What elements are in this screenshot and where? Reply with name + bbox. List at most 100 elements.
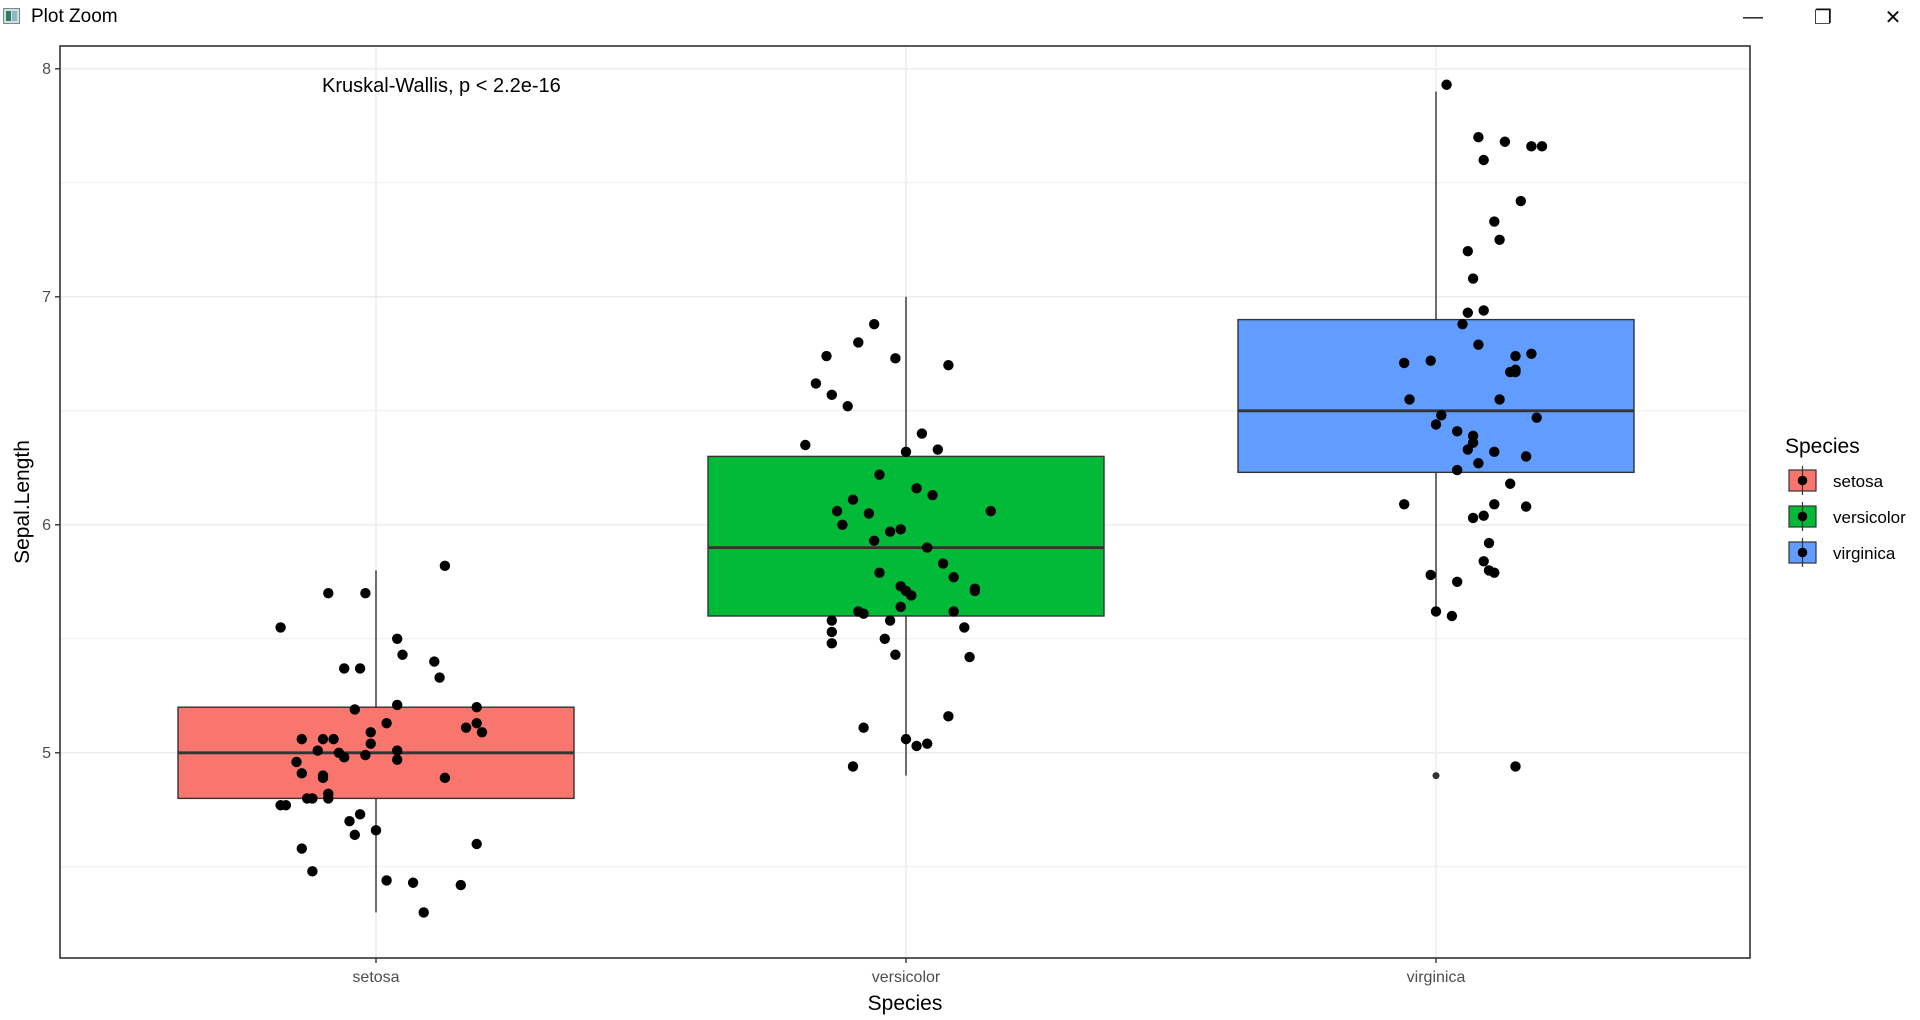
data-point-versicolor — [858, 722, 869, 733]
data-point-virginica — [1467, 512, 1479, 524]
data-point-setosa — [365, 738, 376, 749]
legend-key-point — [1797, 547, 1808, 558]
data-point-virginica — [1515, 195, 1527, 207]
close-button[interactable]: ✕ — [1858, 0, 1920, 34]
data-point-virginica — [1457, 318, 1468, 330]
data-point-versicolor — [890, 649, 901, 660]
data-point-setosa — [439, 560, 451, 572]
data-point-setosa — [307, 866, 318, 877]
data-point-versicolor — [943, 360, 954, 371]
legend-label-versicolor: versicolor — [1833, 508, 1906, 527]
data-point-versicolor — [837, 519, 848, 530]
data-point-setosa — [460, 722, 472, 733]
data-point-versicolor — [847, 761, 859, 772]
data-point-virginica — [1425, 569, 1436, 581]
data-point-versicolor — [810, 378, 822, 389]
data-point-versicolor — [959, 622, 970, 633]
data-point-virginica — [1489, 216, 1500, 227]
y-tick-label: 7 — [42, 289, 51, 306]
data-point-setosa — [392, 633, 403, 644]
data-point-versicolor — [922, 738, 933, 749]
data-point-versicolor — [927, 489, 938, 501]
data-point-virginica — [1404, 394, 1415, 405]
data-point-setosa — [354, 663, 366, 674]
data-point-versicolor — [900, 446, 912, 458]
data-point-virginica — [1473, 458, 1484, 469]
data-point-virginica — [1473, 339, 1484, 350]
data-point-versicolor — [826, 389, 837, 401]
data-point-virginica — [1499, 136, 1511, 147]
data-point-versicolor — [948, 572, 959, 583]
data-point-versicolor — [916, 428, 928, 439]
data-point-setosa — [476, 727, 488, 738]
data-point-setosa — [291, 756, 302, 768]
data-point-setosa — [471, 717, 482, 729]
data-point-versicolor — [800, 439, 811, 451]
legend-label-setosa: setosa — [1833, 472, 1884, 491]
data-point-versicolor — [826, 626, 837, 638]
data-point-setosa — [360, 588, 371, 599]
data-point-versicolor — [842, 401, 853, 412]
data-point-versicolor — [831, 505, 843, 517]
data-point-virginica — [1430, 606, 1442, 617]
data-point-versicolor — [869, 535, 880, 546]
data-point-setosa — [360, 749, 371, 761]
data-point-setosa — [349, 829, 360, 841]
data-point-setosa — [365, 727, 376, 738]
data-point-setosa — [349, 704, 360, 715]
data-point-setosa — [296, 768, 307, 779]
data-point-setosa — [317, 770, 329, 781]
data-point-virginica — [1526, 141, 1537, 152]
data-point-versicolor — [869, 318, 880, 330]
minimize-icon: — — [1743, 5, 1763, 28]
data-point-virginica — [1467, 273, 1479, 284]
data-point-virginica — [1478, 305, 1489, 316]
app-icon — [3, 8, 20, 24]
y-tick-label: 8 — [42, 61, 51, 78]
data-point-virginica — [1531, 412, 1542, 423]
data-point-virginica — [1425, 355, 1436, 366]
data-point-setosa — [328, 733, 339, 745]
box-versicolor — [707, 455, 1105, 617]
box-layer — [177, 91, 1635, 913]
legend-key-point — [1797, 511, 1808, 522]
data-point-versicolor — [826, 638, 837, 649]
data-point-versicolor — [874, 567, 885, 578]
data-point-versicolor — [932, 444, 943, 455]
data-point-setosa — [275, 622, 286, 633]
data-point-virginica — [1489, 499, 1500, 510]
data-point-setosa — [392, 754, 403, 765]
legend-title: Species — [1785, 435, 1860, 458]
legend-key-point — [1797, 475, 1808, 486]
data-point-setosa — [344, 816, 355, 827]
data-point-versicolor — [895, 601, 906, 613]
data-point-virginica — [1510, 364, 1521, 375]
x-axis-title: Species — [868, 992, 943, 1015]
data-point-versicolor — [858, 608, 869, 619]
data-point-setosa — [407, 877, 419, 888]
data-point-setosa — [312, 745, 323, 756]
data-point-setosa — [333, 747, 345, 758]
box-virginica — [1237, 318, 1635, 474]
data-point-virginica — [1473, 132, 1484, 143]
data-point-virginica — [1430, 419, 1442, 430]
data-point-virginica — [1494, 234, 1505, 245]
outlier-point-virginica — [1432, 772, 1440, 780]
data-point-versicolor — [879, 633, 890, 644]
data-point-setosa — [354, 809, 366, 820]
legend: Species setosa versicolor virginica — [1785, 435, 1906, 567]
data-point-setosa — [370, 825, 382, 836]
data-point-virginica — [1462, 246, 1474, 257]
data-point-virginica — [1462, 444, 1474, 455]
data-point-setosa — [323, 793, 334, 804]
data-point-versicolor — [853, 337, 864, 348]
minimize-button[interactable]: — — [1718, 0, 1788, 34]
data-point-setosa — [275, 800, 286, 811]
data-point-virginica — [1478, 510, 1489, 521]
restore-button[interactable]: ❐ — [1788, 0, 1858, 34]
data-point-virginica — [1494, 394, 1505, 405]
data-point-versicolor — [943, 711, 954, 722]
legend-label-virginica: virginica — [1833, 544, 1896, 563]
data-point-versicolor — [911, 483, 922, 494]
data-point-virginica — [1452, 464, 1463, 476]
